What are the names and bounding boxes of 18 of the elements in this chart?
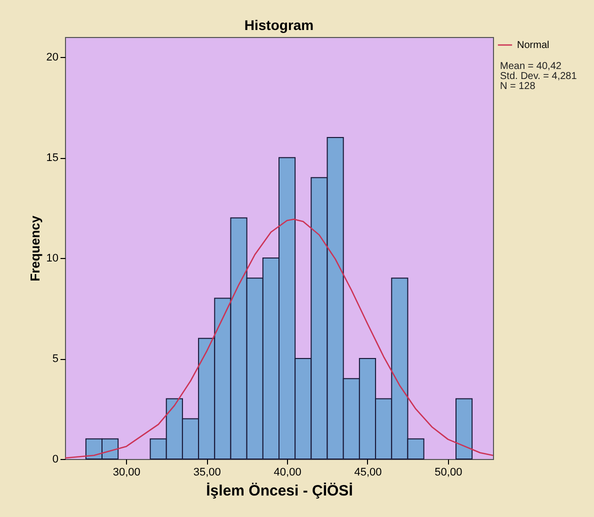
y-axis-title: Frequency	[27, 214, 42, 282]
y-tick-label: 20	[46, 52, 58, 64]
text: N = 128	[500, 81, 536, 92]
x-tick-label: 30,00	[112, 466, 140, 478]
x-tick-label: 45,00	[354, 466, 382, 478]
y-tick-label: 0	[52, 454, 58, 466]
line-series	[65, 218, 493, 459]
y-tick-label: 10	[46, 252, 58, 265]
y-tick-label: 5	[52, 353, 58, 366]
text: Std. Dev. = 4,281	[500, 71, 578, 82]
y-tick-label: 15	[46, 152, 58, 164]
x-axis-title: İşlem Öncesi - ÇİÖSİ	[206, 482, 353, 500]
text: Mean = 40,42	[500, 61, 562, 72]
x-tick-label: 40,00	[274, 466, 302, 478]
x-tick-label: 35,00	[193, 466, 221, 478]
legend-label: Normal	[517, 40, 550, 51]
x-tick-label: 50,00	[434, 466, 462, 478]
chart-title: Histogram	[244, 17, 314, 33]
